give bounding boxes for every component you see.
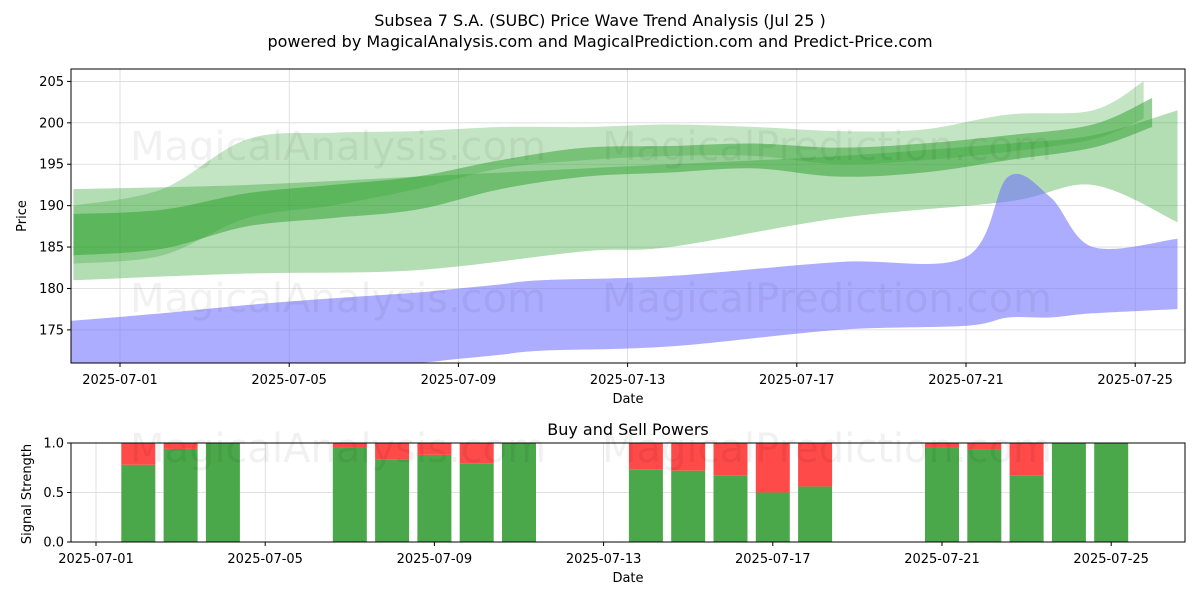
sell-bar [163,443,198,449]
watermark-prediction-mid: MagicalPrediction.com [602,276,1052,322]
sell-bar [628,443,663,470]
signal-y-ticks: 0.0 0.5 1.0 [43,437,71,551]
price-ytick-label: 200 [39,116,64,131]
price-chart: MagicalAnalysis.com MagicalPrediction.co… [15,68,1186,407]
buy-bar [671,470,706,542]
price-ytick-label: 205 [39,75,64,90]
buy-bar [459,463,494,542]
price-ytick-label: 185 [39,241,64,256]
price-y-ticks: 175 180 185 190 195 200 205 [39,75,71,338]
buy-bar [121,464,156,542]
signal-x-ticks: 2025-07-01 2025-07-05 2025-07-09 2025-07-13… [58,542,1149,567]
chart-title: Subsea 7 S.A. (SUBC) Price Wave Trend An… [374,11,826,30]
signal-x-label: Date [612,571,643,586]
price-xtick-label: 2025-07-09 [421,373,497,388]
price-xtick-label: 2025-07-17 [759,373,835,388]
sell-bar [459,443,494,464]
buy-bar [628,469,663,542]
buy-bar [713,475,748,542]
price-xtick-label: 2025-07-25 [1097,373,1173,388]
price-xtick-label: 2025-07-13 [590,373,666,388]
signal-xtick-label: 2025-07-05 [227,552,303,567]
signal-xtick-label: 2025-07-09 [397,552,473,567]
buy-bar [1094,443,1129,542]
price-x-label: Date [612,392,643,407]
price-wave-bands [71,81,1178,363]
price-ytick-label: 175 [39,323,64,338]
sell-bar [332,443,367,448]
price-ytick-label: 180 [39,282,64,297]
sell-bar [1009,443,1044,476]
sell-bar [671,443,706,471]
price-y-label: Price [15,200,30,232]
chart-subtitle: powered by MagicalAnalysis.com and Magic… [267,32,932,51]
buy-bar [332,447,367,542]
watermark-analysis-bottom: MagicalAnalysis.com [130,426,546,472]
buy-bar [502,443,536,542]
sell-bar [417,443,452,455]
buy-bar [417,454,452,542]
sell-bar [925,443,959,448]
price-xtick-label: 2025-07-05 [251,373,327,388]
watermark-prediction-bottom: MagicalPrediction.com [602,426,1052,472]
price-ytick-label: 190 [39,199,64,214]
signal-bars [121,443,1129,542]
signal-xtick-label: 2025-07-21 [904,552,980,567]
signal-xtick-label: 2025-07-17 [735,552,811,567]
sell-bar [375,443,410,460]
price-band-2 [73,97,1153,256]
watermark-prediction-top: MagicalPrediction.com [602,124,1052,170]
buy-bar [375,459,410,542]
price-xtick-label: 2025-07-21 [928,373,1004,388]
watermark-analysis-top: MagicalAnalysis.com [130,124,546,170]
price-xtick-label: 2025-07-01 [82,373,158,388]
price-x-ticks: 2025-07-01 2025-07-05 2025-07-09 2025-07-13… [82,363,1173,388]
signal-y-label: Signal Strength [20,444,35,544]
signal-xtick-label: 2025-07-13 [566,552,642,567]
buy-bar [1051,443,1086,542]
signal-chart-title: Buy and Sell Powers [547,420,709,439]
signal-chart: Buy and Sell Powers MagicalAnalysis.com … [20,420,1186,586]
signal-xtick-label: 2025-07-01 [58,552,134,567]
price-band-4 [71,174,1178,363]
signal-ytick-label: 0.0 [43,536,64,551]
sell-bar [713,443,748,476]
signal-ytick-label: 1.0 [43,437,64,452]
price-ytick-label: 195 [39,158,64,173]
sell-bar [121,443,156,465]
signal-ytick-label: 0.5 [43,486,64,501]
buy-bar [755,492,790,542]
signal-xtick-label: 2025-07-25 [1073,552,1149,567]
sell-bar [967,443,1002,450]
buy-bar [798,486,833,542]
price-band-3 [73,81,1144,264]
buy-bar [967,449,1002,542]
buy-bar [925,447,959,542]
buy-bar [205,443,240,542]
buy-bar [163,448,198,542]
watermark-analysis-mid: MagicalAnalysis.com [130,276,546,322]
sell-bar [755,443,790,493]
buy-bar [1009,475,1044,542]
sell-bar [798,443,833,487]
